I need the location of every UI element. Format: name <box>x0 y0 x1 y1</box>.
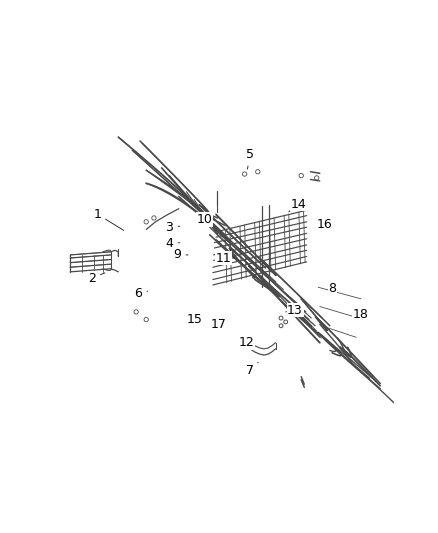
Text: 17: 17 <box>211 318 227 330</box>
Text: 4: 4 <box>166 237 180 250</box>
Text: 18: 18 <box>353 308 369 321</box>
Text: 11: 11 <box>216 252 235 264</box>
Text: 16: 16 <box>317 217 332 231</box>
Text: 2: 2 <box>88 271 105 285</box>
Text: 6: 6 <box>134 287 148 300</box>
Text: 15: 15 <box>186 313 202 326</box>
Text: 8: 8 <box>328 282 336 295</box>
Text: 3: 3 <box>166 222 180 235</box>
Text: 13: 13 <box>286 304 303 317</box>
Text: 9: 9 <box>173 248 188 261</box>
Text: 10: 10 <box>196 213 212 226</box>
Text: 12: 12 <box>239 336 255 349</box>
Text: 14: 14 <box>289 198 307 212</box>
Text: 5: 5 <box>246 148 254 169</box>
Text: 1: 1 <box>93 208 124 230</box>
Text: 7: 7 <box>246 362 258 377</box>
